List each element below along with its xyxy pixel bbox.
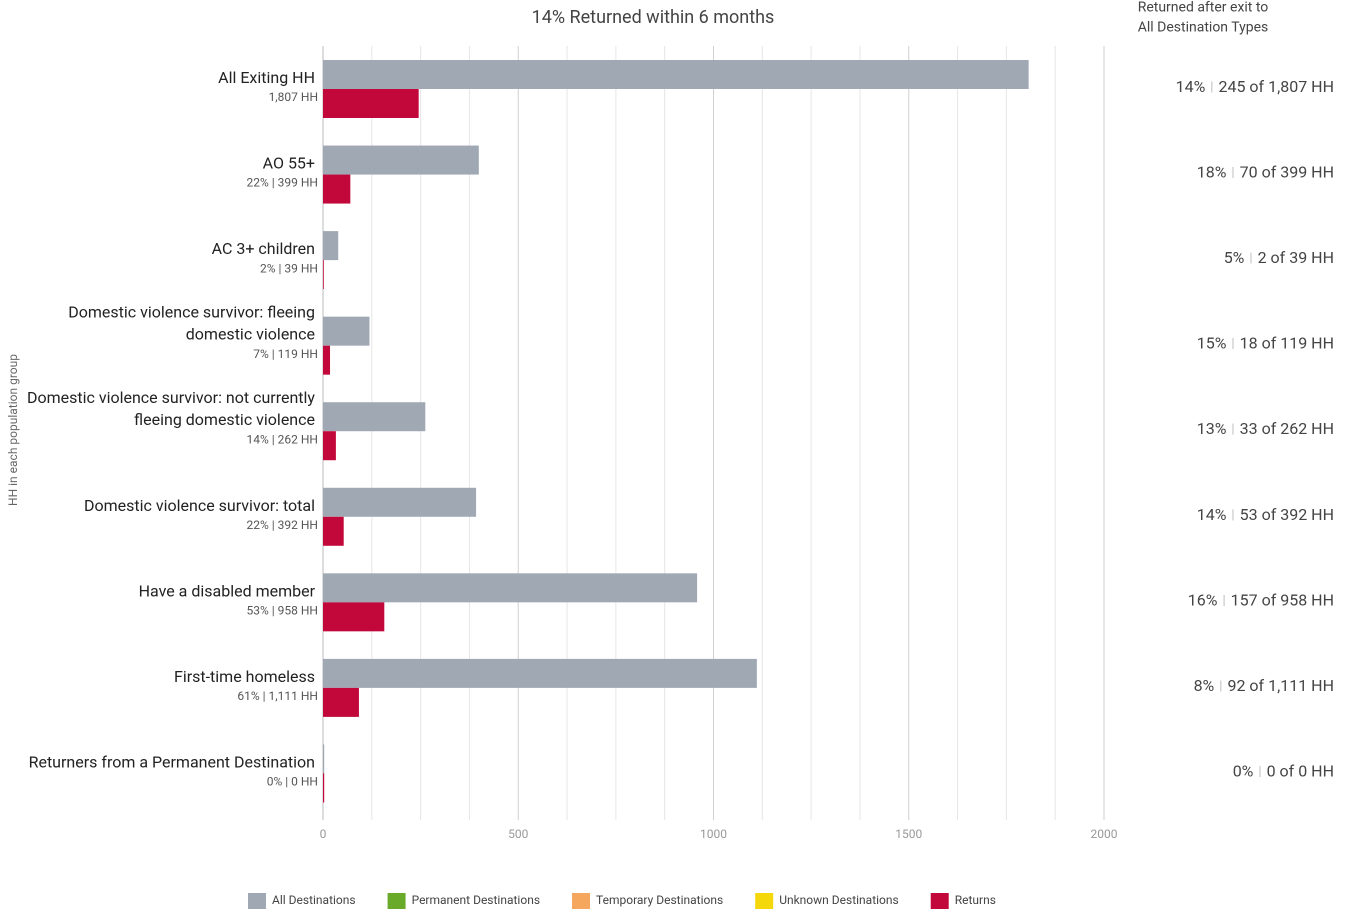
rate-label: 15% (1197, 334, 1227, 353)
bar (323, 260, 324, 290)
bar (323, 316, 370, 346)
return-summary: 14% | 245 of 1,807 HH (1176, 77, 1334, 96)
rate-label: 14% (1197, 505, 1227, 524)
bar (323, 145, 479, 175)
category-sublabel: 2% | 39 HH (260, 261, 318, 275)
bar (323, 431, 336, 461)
category-sublabel: 53% | 958 HH (247, 604, 319, 618)
bar (323, 402, 426, 432)
category-sublabel: 7% | 119 HH (253, 347, 318, 361)
bar (323, 687, 359, 717)
return-summary: 14% | 53 of 392 HH (1197, 505, 1334, 524)
legend-label: Returns (955, 893, 996, 907)
rate-label: 13% (1197, 419, 1227, 438)
bar (323, 231, 339, 261)
return-summary: 15% | 18 of 119 HH (1197, 334, 1334, 353)
category-label: AO 55+ (263, 154, 315, 173)
count-label: 33 of 262 HH (1240, 419, 1334, 438)
bar (323, 658, 757, 688)
legend-label: Unknown Destinations (779, 893, 899, 907)
legend-swatch (572, 893, 591, 909)
x-tick-label: 1500 (895, 827, 922, 841)
bar (323, 89, 419, 118)
bar (323, 345, 331, 375)
separator: | (1231, 508, 1234, 523)
separator: | (1249, 252, 1252, 267)
legend-label: Permanent Destinations (412, 893, 540, 907)
count-label: 70 of 399 HH (1240, 163, 1334, 182)
count-label: 0 of 0 HH (1267, 762, 1334, 781)
separator: | (1231, 423, 1234, 438)
category-label: Domestic violence survivor: fleeing domes… (68, 303, 315, 344)
return-summary: 5% | 2 of 39 HH (1224, 248, 1334, 267)
count-label: 157 of 958 HH (1231, 591, 1334, 610)
rate-label: 5% (1224, 248, 1245, 267)
rate-label: 8% (1194, 676, 1215, 695)
x-tick-label: 500 (508, 827, 528, 841)
y-axis-label: HH in each population group (6, 354, 20, 506)
bar (323, 60, 1029, 89)
count-label: 92 of 1,111 HH (1227, 676, 1334, 695)
legend-swatch (387, 893, 406, 909)
bar (323, 773, 325, 803)
return-summary: 18% | 70 of 399 HH (1197, 163, 1334, 182)
count-label: 2 of 39 HH (1258, 248, 1334, 267)
category-sublabel: 0% | 0 HH (267, 775, 318, 789)
count-label: 245 of 1,807 HH (1218, 77, 1334, 96)
return-summary: 16% | 157 of 958 HH (1188, 591, 1334, 610)
count-label: 53 of 392 HH (1240, 505, 1334, 524)
separator: | (1258, 765, 1261, 780)
category-sublabel: 22% | 399 HH (247, 176, 319, 190)
category-sublabel: 61% | 1,111 HH (237, 689, 318, 703)
bar (323, 516, 344, 546)
category-sublabel: 14% | 262 HH (247, 432, 319, 446)
x-tick-label: 2000 (1091, 827, 1118, 841)
separator: | (1210, 80, 1213, 95)
category-label: Domestic violence survivor: not currentl… (27, 388, 315, 429)
category-label: Domestic violence survivor: total (84, 496, 315, 515)
chart-title: 14% Returned within 6 months (532, 7, 775, 28)
category-label: AC 3+ children (212, 239, 315, 258)
return-summary: 13% | 33 of 262 HH (1197, 419, 1334, 438)
legend-swatch (248, 893, 266, 909)
category-label: Have a disabled member (139, 582, 316, 601)
rate-label: 0% (1233, 762, 1254, 781)
bar (323, 744, 325, 774)
return-summary: 0% | 0 of 0 HH (1233, 762, 1334, 781)
right-header: Returned after exit to (1138, 0, 1269, 16)
return-summary: 8% | 92 of 1,111 HH (1194, 676, 1334, 695)
legend-swatch (755, 893, 774, 909)
bar (323, 602, 385, 632)
category-sublabel: 1,807 HH (269, 90, 318, 104)
count-label: 18 of 119 HH (1240, 334, 1334, 353)
bar (323, 487, 477, 517)
rate-label: 14% (1176, 77, 1206, 96)
rate-label: 18% (1197, 163, 1227, 182)
category-label: All Exiting HH (218, 68, 315, 87)
x-tick-label: 1000 (700, 827, 727, 841)
category-label: Returners from a Permanent Destination (29, 753, 315, 772)
bar (323, 174, 351, 204)
separator: | (1219, 679, 1222, 694)
bar (323, 573, 698, 603)
legend-label: Temporary Destinations (596, 893, 723, 907)
legend-swatch (930, 893, 949, 909)
category-label: First-time homeless (174, 667, 315, 686)
legend-label: All Destinations (272, 893, 356, 907)
rate-label: 16% (1188, 591, 1218, 610)
separator: | (1222, 594, 1225, 609)
separator: | (1231, 166, 1234, 181)
x-tick-label: 0 (320, 827, 327, 841)
right-header: All Destination Types (1138, 20, 1268, 36)
category-sublabel: 22% | 392 HH (247, 518, 319, 532)
separator: | (1231, 337, 1234, 352)
